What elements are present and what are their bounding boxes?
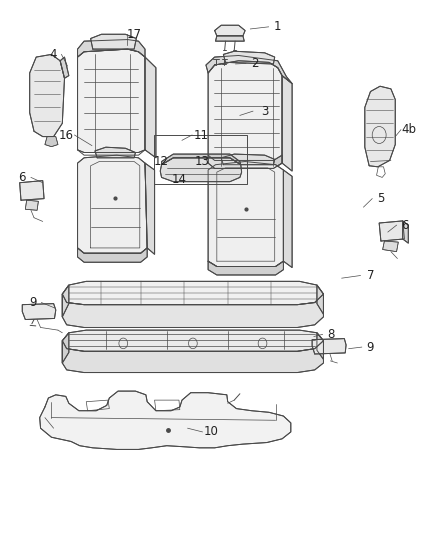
Text: 4b: 4b — [402, 123, 417, 136]
Polygon shape — [221, 154, 275, 165]
Text: 11: 11 — [193, 128, 208, 141]
Polygon shape — [25, 200, 39, 211]
Polygon shape — [62, 281, 323, 305]
Text: 16: 16 — [58, 128, 73, 141]
Polygon shape — [91, 34, 136, 49]
Polygon shape — [95, 147, 135, 158]
Polygon shape — [145, 163, 155, 254]
Polygon shape — [78, 248, 147, 262]
Polygon shape — [78, 155, 147, 253]
Polygon shape — [62, 333, 69, 363]
Text: 9: 9 — [29, 296, 36, 309]
Polygon shape — [365, 86, 395, 167]
Polygon shape — [208, 261, 283, 275]
Polygon shape — [215, 25, 245, 36]
Polygon shape — [40, 391, 291, 449]
Text: 6: 6 — [402, 219, 409, 232]
Polygon shape — [383, 241, 398, 252]
Polygon shape — [45, 136, 58, 147]
Polygon shape — [317, 333, 323, 359]
Polygon shape — [208, 155, 282, 168]
Polygon shape — [145, 57, 156, 158]
Text: 3: 3 — [261, 104, 268, 118]
Polygon shape — [62, 330, 323, 351]
Polygon shape — [208, 61, 282, 168]
Polygon shape — [223, 51, 275, 64]
Text: 7: 7 — [367, 269, 374, 282]
Polygon shape — [317, 285, 323, 314]
Text: 1: 1 — [274, 20, 282, 34]
Polygon shape — [379, 221, 404, 241]
Polygon shape — [62, 294, 323, 327]
Polygon shape — [62, 285, 69, 317]
Polygon shape — [160, 158, 242, 182]
Text: 10: 10 — [204, 425, 219, 439]
Text: 12: 12 — [154, 155, 169, 168]
Polygon shape — [78, 39, 145, 57]
Polygon shape — [215, 36, 244, 41]
Polygon shape — [22, 304, 56, 319]
Polygon shape — [30, 54, 64, 136]
Text: 4: 4 — [49, 48, 57, 61]
Text: 14: 14 — [171, 173, 187, 185]
Polygon shape — [283, 170, 292, 268]
Text: 6: 6 — [18, 171, 26, 184]
Polygon shape — [312, 338, 346, 354]
Text: 13: 13 — [195, 155, 210, 168]
Text: 17: 17 — [127, 28, 141, 41]
Polygon shape — [206, 55, 292, 84]
Text: 5: 5 — [377, 192, 385, 205]
Polygon shape — [208, 161, 283, 266]
Polygon shape — [162, 154, 241, 165]
Text: 8: 8 — [328, 328, 335, 341]
Polygon shape — [78, 49, 145, 152]
Polygon shape — [20, 181, 44, 200]
Polygon shape — [60, 57, 69, 78]
Polygon shape — [282, 76, 292, 171]
Polygon shape — [403, 221, 408, 243]
Text: 2: 2 — [251, 57, 258, 70]
Text: 9: 9 — [367, 341, 374, 353]
Polygon shape — [62, 341, 323, 373]
